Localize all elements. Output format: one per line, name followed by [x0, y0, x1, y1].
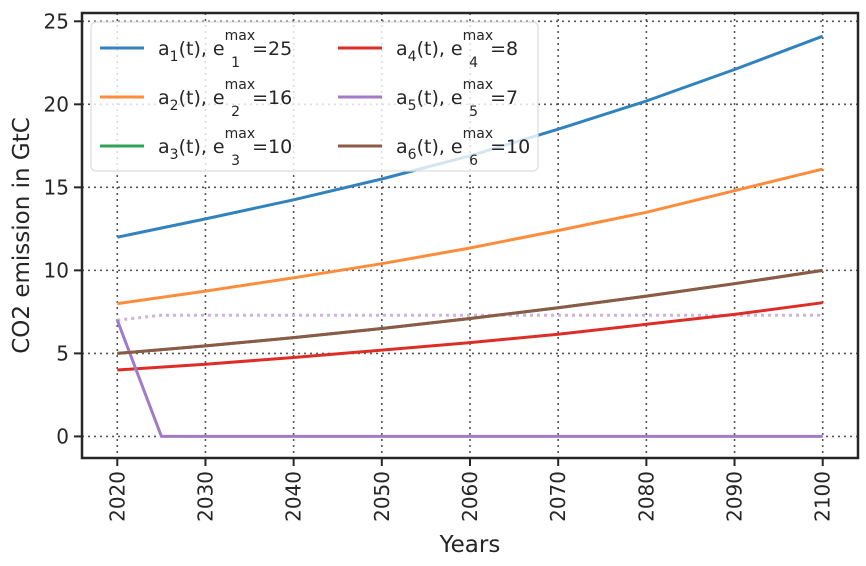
- y-tick-label: 20: [44, 92, 69, 116]
- x-tick-label: 2070: [546, 471, 570, 522]
- y-tick-label: 5: [56, 341, 69, 365]
- x-tick-label: 2090: [723, 471, 747, 522]
- y-tick-label: 15: [44, 175, 69, 199]
- x-tick-label: 2080: [634, 471, 658, 522]
- legend: a1(t), emax 1=25 a2(t), emax 2=16 a3(t), ema…: [90, 21, 539, 172]
- y-axis-ticks: 0 5 10 15 20 25: [44, 9, 82, 448]
- legend-box: [90, 21, 539, 172]
- series-line-2: [117, 167, 824, 306]
- x-tick-label: 2050: [370, 471, 394, 522]
- series-line-3: [117, 268, 823, 355]
- x-tick-label: 2020: [105, 471, 129, 522]
- legend-label-4: a4(t), emax 4=8: [396, 28, 518, 71]
- legend-label-2: a2(t), emax 2=16: [158, 77, 292, 120]
- x-axis-ticks: 2020 2030 2040 2050 2060 2070 2080 2090 2100: [105, 458, 835, 522]
- series-line-5: [115, 319, 823, 438]
- x-tick-label: 2040: [282, 471, 306, 522]
- series-line-6: [117, 268, 823, 355]
- x-tick-label: 2030: [193, 471, 217, 522]
- series-line-4: [117, 301, 823, 372]
- y-axis-label: CO2 emission in GtC: [9, 117, 35, 354]
- x-tick-label: 2060: [458, 471, 482, 522]
- y-tick-label: 25: [44, 9, 69, 33]
- legend-label-5: a5(t), emax 5=7: [396, 77, 518, 120]
- grid-lines: [82, 13, 858, 458]
- y-tick-label: 0: [56, 424, 69, 448]
- x-tick-label: 2100: [811, 471, 835, 522]
- legend-label-6: a6(t), emax 6=10: [396, 126, 530, 169]
- series-lines: [115, 34, 824, 438]
- dotted-series-line: [117, 313, 823, 322]
- y-tick-label: 10: [44, 258, 69, 282]
- legend-label-3: a3(t), emax 3=10: [158, 126, 292, 169]
- legend-label-1: a1(t), emax 1=25: [158, 28, 292, 71]
- x-axis-label: Years: [439, 532, 501, 558]
